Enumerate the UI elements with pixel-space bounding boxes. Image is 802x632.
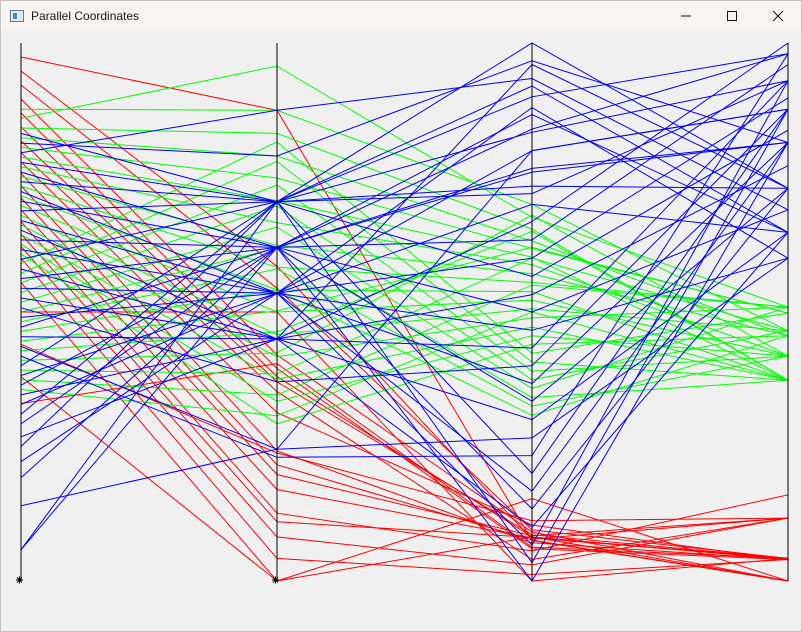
polyline-blue-31: [20, 63, 789, 438]
polyline-blue-12: [20, 97, 789, 294]
polyline-blue-30: [20, 142, 789, 582]
polyline-blue-14: [20, 165, 789, 340]
close-icon: [772, 10, 784, 22]
polyline-green-17: [20, 160, 789, 381]
polyline-red-9: [20, 172, 789, 560]
polyline-red-18: [21, 311, 789, 582]
polyline-red-6: [20, 140, 789, 559]
axis-marker-1[interactable]: ⁕: [14, 573, 25, 588]
polyline-red-2: [20, 84, 789, 559]
polyline-green-10: [20, 205, 789, 357]
polyline-blue-33: [20, 107, 789, 463]
polyline-blue-10: [20, 42, 789, 340]
close-button[interactable]: [755, 1, 801, 31]
polyline-red-1: [20, 70, 789, 540]
polyline-blue-9: [20, 203, 789, 294]
polyline-red-21: [20, 363, 789, 559]
polyline-blue-7: [20, 142, 789, 248]
polyline-green-18: [20, 184, 789, 372]
polyline-blue-18: [20, 108, 789, 383]
window-controls: [663, 1, 801, 31]
polyline-blue-32: [20, 85, 789, 447]
maximize-button[interactable]: [709, 1, 755, 31]
window-title: Parallel Coordinates: [31, 9, 140, 23]
polyline-green-4: [20, 146, 789, 314]
minimize-icon: [681, 15, 691, 17]
minimize-button[interactable]: [663, 1, 709, 31]
polyline-blue-21: [20, 231, 789, 421]
polyline-blue-27: [20, 232, 789, 528]
polyline-blue-5: [20, 80, 789, 203]
polyline-blue-17: [20, 80, 789, 349]
polyline-blue-25: [20, 142, 789, 492]
polyline-blue-8: [20, 185, 789, 212]
polyline-green-24: [20, 246, 789, 342]
polyline-blue-0: [20, 42, 789, 203]
polyline-blue-28: [20, 80, 789, 546]
polyline-blue-26: [20, 187, 789, 510]
polyline-blue-37: [20, 80, 789, 551]
polyline-blue-36: [20, 142, 789, 551]
polyline-green-16: [20, 141, 789, 354]
polyline-red-20: [20, 376, 789, 582]
polyline-blue-4: [20, 114, 789, 248]
polyline-green-29: [20, 311, 789, 417]
polyline-green-1: [20, 65, 789, 308]
polyline-green-5: [20, 156, 789, 381]
parallel-coordinates-plot: [20, 42, 789, 582]
polyline-blue-11: [20, 64, 789, 248]
polyline-green-19: [20, 205, 789, 381]
app-icon: [10, 10, 24, 22]
polyline-blue-35: [20, 108, 789, 507]
polyline-red-17: [20, 282, 789, 582]
polyline-blue-15: [20, 209, 789, 313]
polyline-blue-29: [20, 108, 789, 564]
maximize-icon: [727, 11, 737, 21]
polyline-blue-1: [20, 60, 789, 157]
polyline-blue-23: [20, 53, 789, 458]
polyline-red-7: [20, 152, 789, 561]
polyline-red-14: [20, 233, 789, 559]
polyline-green-23: [20, 289, 789, 416]
series-blue: [20, 42, 789, 582]
polyline-green-26: [20, 214, 789, 361]
polyline-blue-19: [20, 142, 789, 385]
polyline-blue-13: [20, 129, 789, 278]
polyline-blue-24: [20, 108, 789, 475]
polyline-green-3: [20, 137, 789, 337]
polyline-blue-3: [20, 53, 789, 203]
polyline-green-13: [20, 234, 789, 381]
polyline-green-21: [20, 247, 789, 399]
polyline-green-25: [20, 230, 789, 381]
polyline-blue-34: [20, 53, 789, 479]
axis-marker-2[interactable]: ⁕: [270, 573, 281, 588]
polyline-red-10: [20, 185, 789, 582]
polyline-red-15: [20, 246, 789, 566]
polyline-green-0: [20, 108, 789, 332]
title-bar[interactable]: Parallel Coordinates: [1, 1, 801, 31]
polyline-blue-2: [20, 77, 789, 211]
polyline-green-7: [20, 175, 789, 337]
polyline-green-11: [20, 214, 789, 336]
polyline-blue-20: [20, 187, 789, 402]
polyline-red-16: [20, 257, 789, 576]
polyline-green-15: [20, 253, 789, 425]
